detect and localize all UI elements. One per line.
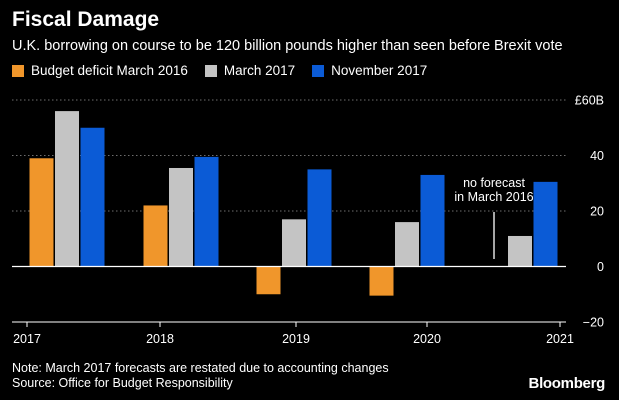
bar-layer: [29, 111, 558, 296]
x-tick-label-2021: 2021: [546, 332, 574, 346]
chart-subtitle: U.K. borrowing on course to be 120 billi…: [12, 38, 563, 54]
annotation-text-line-1: no forecast: [463, 176, 525, 190]
bar-march-2017-2019: [282, 219, 306, 267]
legend-item-november-2017: November 2017: [312, 63, 427, 78]
bar-november-2017-2017: [80, 127, 105, 267]
annotation-text-line-2: in March 2016: [454, 190, 533, 204]
x-tick-label-2019: 2019: [282, 332, 310, 346]
bar-budget-deficit-march-2016-2019: [256, 266, 281, 295]
y-tick-label: 40: [590, 149, 604, 163]
legend-item-budget-2016: Budget deficit March 2016: [12, 63, 188, 78]
bloomberg-logo: Bloomberg: [528, 375, 606, 392]
legend-swatch-november-2017: [312, 64, 325, 77]
chart-title: Fiscal Damage: [12, 8, 160, 31]
bar-budget-deficit-march-2016-2018: [143, 205, 168, 267]
footnote: Note: March 2017 forecasts are restated …: [12, 361, 389, 375]
y-tick-label: 0: [597, 260, 604, 274]
bar-november-2017-2020: [420, 174, 445, 267]
bar-november-2017-2021: [533, 181, 558, 267]
legend-item-march-2017: March 2017: [204, 63, 296, 78]
source-note: Source: Office for Budget Responsibility: [12, 376, 233, 390]
y-tick-label: 20: [590, 205, 604, 219]
bar-march-2017-2020: [395, 222, 419, 267]
legend-label-november-2017: November 2017: [331, 63, 428, 78]
chart-legend: Budget deficit March 2016 March 2017 Nov…: [12, 63, 444, 78]
bar-march-2017-2021: [508, 235, 532, 267]
bar-november-2017-2019: [307, 169, 332, 267]
legend-swatch-budget-2016: [12, 64, 24, 77]
annotation-layer: no forecast in March 2016: [454, 176, 534, 259]
x-tick-label-2018: 2018: [146, 332, 174, 346]
bar-budget-deficit-march-2016-2020: [369, 266, 394, 296]
bar-march-2017-2018: [169, 167, 193, 267]
y-tick-label: £60B: [575, 94, 604, 108]
x-tick-label-2020: 2020: [413, 332, 441, 346]
bar-march-2017-2017: [55, 111, 79, 267]
legend-label-march-2017: March 2017: [223, 63, 296, 78]
x-tick-label-2017: 2017: [13, 332, 41, 346]
legend-label-budget-2016: Budget deficit March 2016: [31, 63, 188, 78]
axis-layer: £60B 40 20 0 −20 2017 2018 2019 2020 2021: [12, 94, 604, 346]
legend-swatch-march-2017: [204, 64, 217, 77]
bar-november-2017-2018: [194, 156, 219, 267]
y-tick-label: −20: [583, 316, 604, 330]
bar-budget-deficit-march-2016-2017: [29, 158, 54, 267]
